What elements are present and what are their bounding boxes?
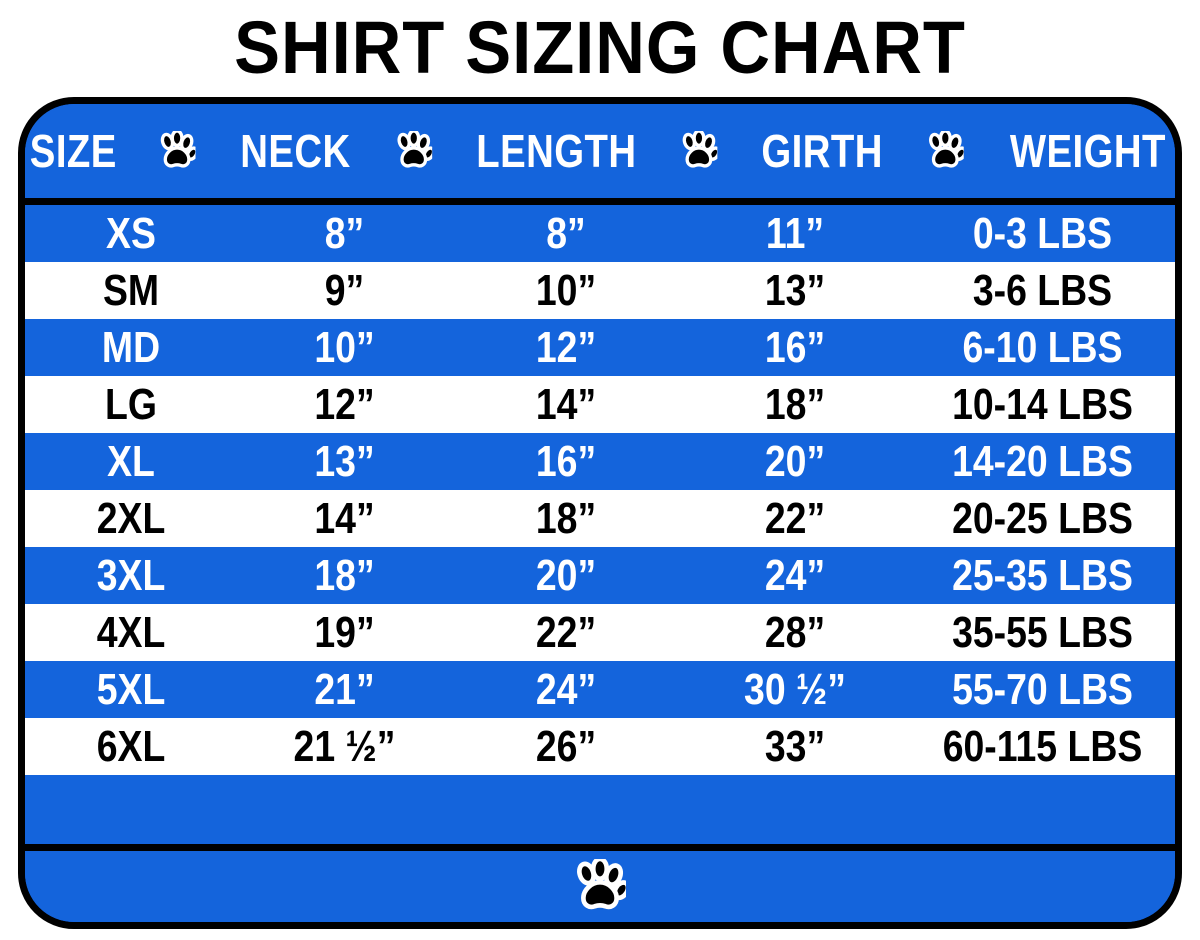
cell-weight: 14-20 LBS xyxy=(952,436,1133,486)
cell-weight: 35-55 LBS xyxy=(952,607,1133,657)
cell-length: 26” xyxy=(535,721,597,771)
cell-neck: 13” xyxy=(314,436,375,486)
cell-weight: 25-35 LBS xyxy=(952,550,1133,600)
cell-size: 3XL xyxy=(96,550,166,600)
cell-size: LG xyxy=(105,379,157,429)
table-row: XS 8” 8” 11” 0-3 LBS xyxy=(25,205,1175,262)
cell-length: 18” xyxy=(535,493,597,543)
cell-weight: 20-25 LBS xyxy=(952,493,1133,543)
cell-neck: 18” xyxy=(314,550,375,600)
table-footer xyxy=(25,844,1175,922)
column-header-girth: GIRTH xyxy=(761,125,883,177)
cell-size: MD xyxy=(101,322,161,372)
cell-length: 12” xyxy=(535,322,597,372)
cell-length: 16” xyxy=(535,436,597,486)
cell-neck: 9” xyxy=(324,265,365,315)
column-header-size: SIZE xyxy=(29,125,117,177)
cell-neck: 14” xyxy=(314,493,375,543)
cell-girth: 18” xyxy=(764,379,826,429)
cell-length: 10” xyxy=(535,265,597,315)
table-body: XS 8” 8” 11” 0-3 LBS SM 9” 10” 13” 3-6 LBS MD 10” 12… xyxy=(25,205,1175,775)
cell-weight: 6-10 LBS xyxy=(962,322,1123,372)
cell-neck: 8” xyxy=(324,208,365,258)
cell-size: 6XL xyxy=(96,721,166,771)
cell-size: 4XL xyxy=(96,607,166,657)
paw-print-icon xyxy=(392,131,435,171)
cell-length: 24” xyxy=(535,664,597,714)
paw-print-icon xyxy=(924,131,967,171)
table-row: 2XL 14” 18” 22” 20-25 LBS xyxy=(25,490,1175,547)
table-row: 6XL 21 ½” 26” 33” 60-115 LBS xyxy=(25,718,1175,775)
paw-print-icon xyxy=(156,131,199,171)
table-row: XL 13” 16” 20” 14-20 LBS xyxy=(25,433,1175,490)
table-header-row: SIZE NECK xyxy=(25,104,1175,205)
cell-girth: 20” xyxy=(764,436,826,486)
sizing-chart-card: SIZE NECK xyxy=(18,97,1182,929)
table-row: MD 10” 12” 16” 6-10 LBS xyxy=(25,319,1175,376)
cell-girth: 30 ½” xyxy=(744,664,846,714)
cell-size: XL xyxy=(107,436,155,486)
cell-weight: 55-70 LBS xyxy=(952,664,1133,714)
cell-weight: 0-3 LBS xyxy=(972,208,1113,258)
cell-neck: 12” xyxy=(314,379,375,429)
cell-size: 5XL xyxy=(96,664,166,714)
cell-neck: 21 ½” xyxy=(293,721,396,771)
cell-neck: 19” xyxy=(314,607,375,657)
cell-girth: 16” xyxy=(764,322,826,372)
cell-length: 14” xyxy=(535,379,597,429)
cell-girth: 28” xyxy=(764,607,826,657)
table-row: 5XL 21” 24” 30 ½” 55-70 LBS xyxy=(25,661,1175,718)
column-header-length: LENGTH xyxy=(476,125,637,177)
cell-girth: 13” xyxy=(764,265,826,315)
cell-length: 20” xyxy=(535,550,597,600)
paw-print-icon xyxy=(574,859,626,914)
cell-size: SM xyxy=(102,265,160,315)
table-row: SM 9” 10” 13” 3-6 LBS xyxy=(25,262,1175,319)
table-row: 4XL 19” 22” 28” 35-55 LBS xyxy=(25,604,1175,661)
cell-girth: 11” xyxy=(765,208,825,258)
column-header-neck: NECK xyxy=(240,125,351,177)
cell-neck: 10” xyxy=(314,322,375,372)
paw-print-icon xyxy=(678,131,721,171)
page-title: SHIRT SIZING CHART xyxy=(234,6,966,89)
cell-size: 2XL xyxy=(96,493,166,543)
cell-weight: 10-14 LBS xyxy=(952,379,1133,429)
cell-neck: 21” xyxy=(314,664,375,714)
table-row: 3XL 18” 20” 24” 25-35 LBS xyxy=(25,547,1175,604)
cell-size: XS xyxy=(106,208,156,258)
cell-weight: 3-6 LBS xyxy=(972,265,1113,315)
cell-girth: 24” xyxy=(764,550,826,600)
table-row: LG 12” 14” 18” 10-14 LBS xyxy=(25,376,1175,433)
cell-weight: 60-115 LBS xyxy=(942,721,1143,771)
cell-length: 8” xyxy=(546,208,586,258)
column-header-weight: WEIGHT xyxy=(1009,125,1166,177)
cell-girth: 33” xyxy=(764,721,826,771)
cell-girth: 22” xyxy=(764,493,826,543)
cell-length: 22” xyxy=(535,607,597,657)
